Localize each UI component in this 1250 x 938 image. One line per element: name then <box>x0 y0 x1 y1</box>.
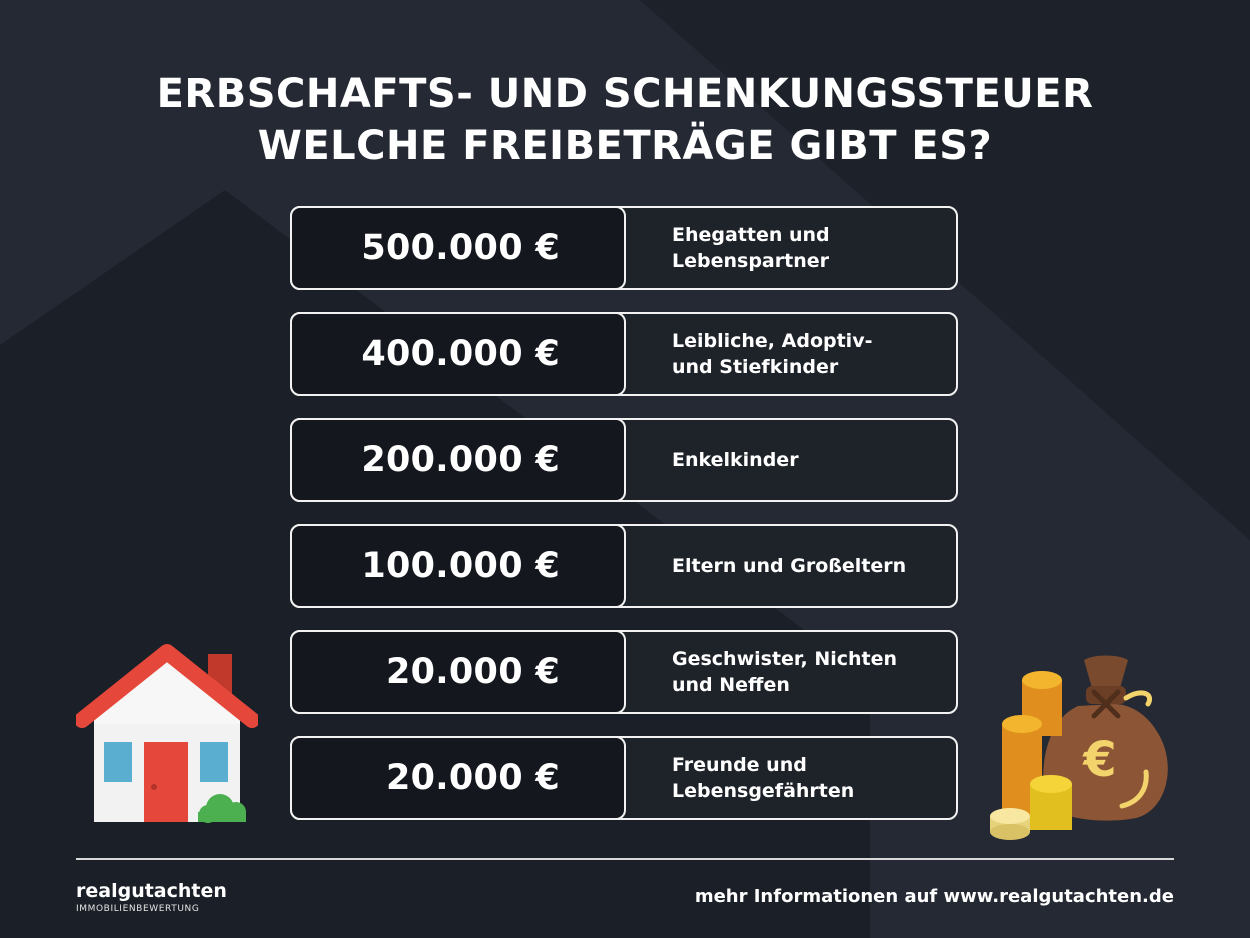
amount-box: 500.000 € <box>290 206 626 290</box>
amount-box: 100.000 € <box>290 524 626 608</box>
allowance-row: 20.000 € Freunde und Lebensgefährten <box>290 736 958 820</box>
footer-divider <box>76 858 1174 860</box>
allowance-amount: 400.000 € <box>361 334 560 374</box>
allowance-amount: 100.000 € <box>361 546 560 586</box>
house-icon <box>74 640 260 830</box>
allowance-amount: 20.000 € <box>386 652 560 692</box>
amount-box: 20.000 € <box>290 630 626 714</box>
allowance-amount: 20.000 € <box>386 758 560 798</box>
allowance-label: Freunde und Lebensgefährten <box>672 754 855 802</box>
amount-box: 200.000 € <box>290 418 626 502</box>
allowance-row: 400.000 € Leibliche, Adoptiv- und Stiefk… <box>290 312 958 396</box>
svg-text:€: € <box>1082 732 1116 788</box>
allowance-row: 20.000 € Geschwister, Nichten und Neffen <box>290 630 958 714</box>
allowance-amount: 200.000 € <box>361 440 560 480</box>
page-title: ERBSCHAFTS- UND SCHENKUNGSSTEUER WELCHE … <box>0 68 1250 172</box>
allowance-label: Leibliche, Adoptiv- und Stiefkinder <box>672 330 873 378</box>
brand-name: realgutachten <box>76 880 227 902</box>
allowance-list: 500.000 € Ehegatten und Lebenspartner 40… <box>290 206 962 842</box>
brand-logo: realgutachten IMMOBILIENBEWERTUNG <box>76 880 227 914</box>
title-line-1: ERBSCHAFTS- UND SCHENKUNGSSTEUER <box>156 71 1094 117</box>
amount-box: 20.000 € <box>290 736 626 820</box>
allowance-row: 200.000 € Enkelkinder <box>290 418 958 502</box>
amount-box: 400.000 € <box>290 312 626 396</box>
allowance-label: Enkelkinder <box>672 449 799 471</box>
allowance-label: Ehegatten und Lebenspartner <box>672 224 830 272</box>
allowance-amount: 500.000 € <box>361 228 560 268</box>
allowance-row: 500.000 € Ehegatten und Lebenspartner <box>290 206 958 290</box>
allowance-row: 100.000 € Eltern und Großeltern <box>290 524 958 608</box>
money-bag-icon: € <box>986 652 1176 852</box>
brand-subtitle: IMMOBILIENBEWERTUNG <box>76 904 200 914</box>
allowance-label: Geschwister, Nichten und Neffen <box>672 648 898 696</box>
footer-website-link[interactable]: mehr Informationen auf www.realgutachten… <box>694 886 1174 907</box>
coins-icon <box>990 671 1072 840</box>
title-line-2: WELCHE FREIBETRÄGE GIBT ES? <box>257 123 993 169</box>
allowance-label: Eltern und Großeltern <box>672 555 907 577</box>
